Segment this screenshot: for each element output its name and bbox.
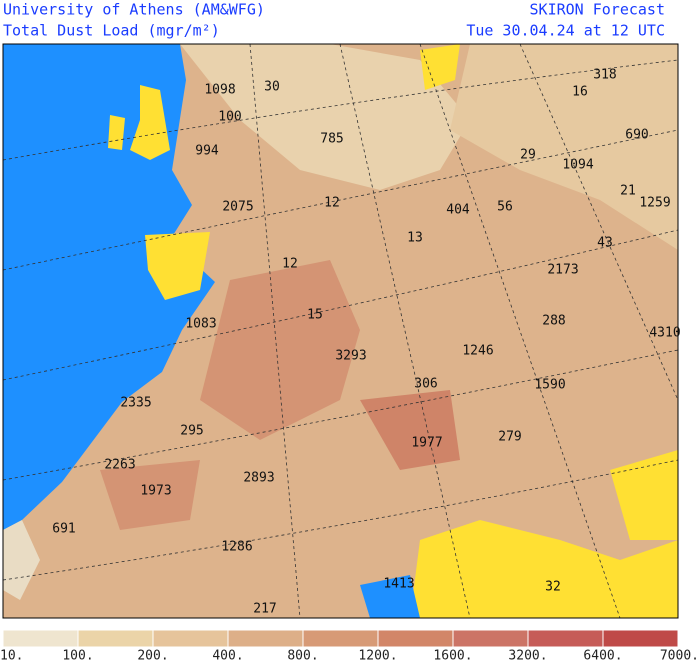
map-frame [2,43,679,619]
map-value: 32 [545,580,561,595]
map-value: 994 [195,144,219,159]
map-value: 217 [253,602,276,617]
map-value: 30 [264,80,280,95]
colorbar-label: 200. [137,649,168,663]
colorbar-swatch [77,629,154,648]
map-value: 43 [597,236,613,251]
graticule [2,43,679,619]
dust-light [3,520,40,600]
dust-heavy [200,260,360,440]
map-value: 100 [218,110,241,125]
map-value: 4310 [649,326,680,341]
yellow-patch [410,520,678,618]
map-value: 1083 [185,317,216,332]
map-value: 279 [498,430,521,445]
colorbar-label: 100. [62,649,93,663]
map-value: 295 [180,424,203,439]
map-value: 1413 [383,577,414,592]
map-value: 1094 [562,158,593,173]
map-value: 2335 [120,396,151,411]
sea [3,44,215,530]
map-value: 1973 [140,484,171,499]
map-value: 2893 [243,471,274,486]
dust-light [180,44,470,190]
header-left: University of Athens (AM&WFG) [3,1,265,19]
colorbar-swatch [227,629,304,648]
colorbar-swatch [527,629,604,648]
map-value: 12 [324,196,340,211]
colorbar-label: 7000. [660,649,699,663]
map-value: 2173 [547,263,578,278]
map-value: 1977 [411,436,442,451]
map-value: 404 [446,203,470,218]
map-value: 13 [407,231,423,246]
map-value: 21 [620,184,636,199]
map-value: 56 [497,200,513,215]
map-value: 1098 [204,83,235,98]
map-value: 2075 [222,200,253,215]
colorbar-label: 1600. [433,649,472,663]
map-value: 15 [307,308,323,323]
colorbar-swatch [377,629,454,648]
map-value: 3293 [335,349,366,364]
colorbar-label: 800. [287,649,318,663]
yellow-patch [610,450,678,540]
colorbar-swatch [602,629,679,648]
map-value: 29 [520,148,536,163]
map-value: 2263 [104,458,135,473]
map-value: 12 [282,257,298,272]
yellow-patch [420,44,460,90]
map-value: 1246 [462,344,493,359]
ireland [108,115,125,150]
map-value: 306 [414,377,437,392]
map-value: 1259 [639,196,670,211]
iberia [145,232,210,300]
dust-light [450,44,678,250]
colorbar-swatch [152,629,229,648]
dust-heavy [100,460,200,530]
map-value: 690 [625,128,648,143]
map-value: 288 [542,314,565,329]
map-value: 785 [320,132,343,147]
map-value: 691 [52,522,75,537]
map-value: 1286 [221,540,252,555]
header-left: Total Dust Load (mgr/m²) [3,22,220,40]
colorbar-swatch [302,629,379,648]
colorbar-label: 3200. [508,649,547,663]
britain [130,85,170,160]
colorbar-swatch [452,629,529,648]
map-value: 318 [593,68,616,83]
map-value: 1590 [534,378,565,393]
sea [360,575,420,618]
dust-heavy [360,390,460,470]
map-value: 16 [572,85,588,100]
header-right: Tue 30.04.24 at 12 UTC [466,22,665,40]
colorbar-swatch [2,629,79,648]
colorbar-label: 10. [0,649,23,663]
colorbar-label: 1200. [358,649,397,663]
header-right: SKIRON Forecast [530,1,665,19]
colorbar-label: 6400. [583,649,622,663]
colorbar-label: 400. [212,649,243,663]
